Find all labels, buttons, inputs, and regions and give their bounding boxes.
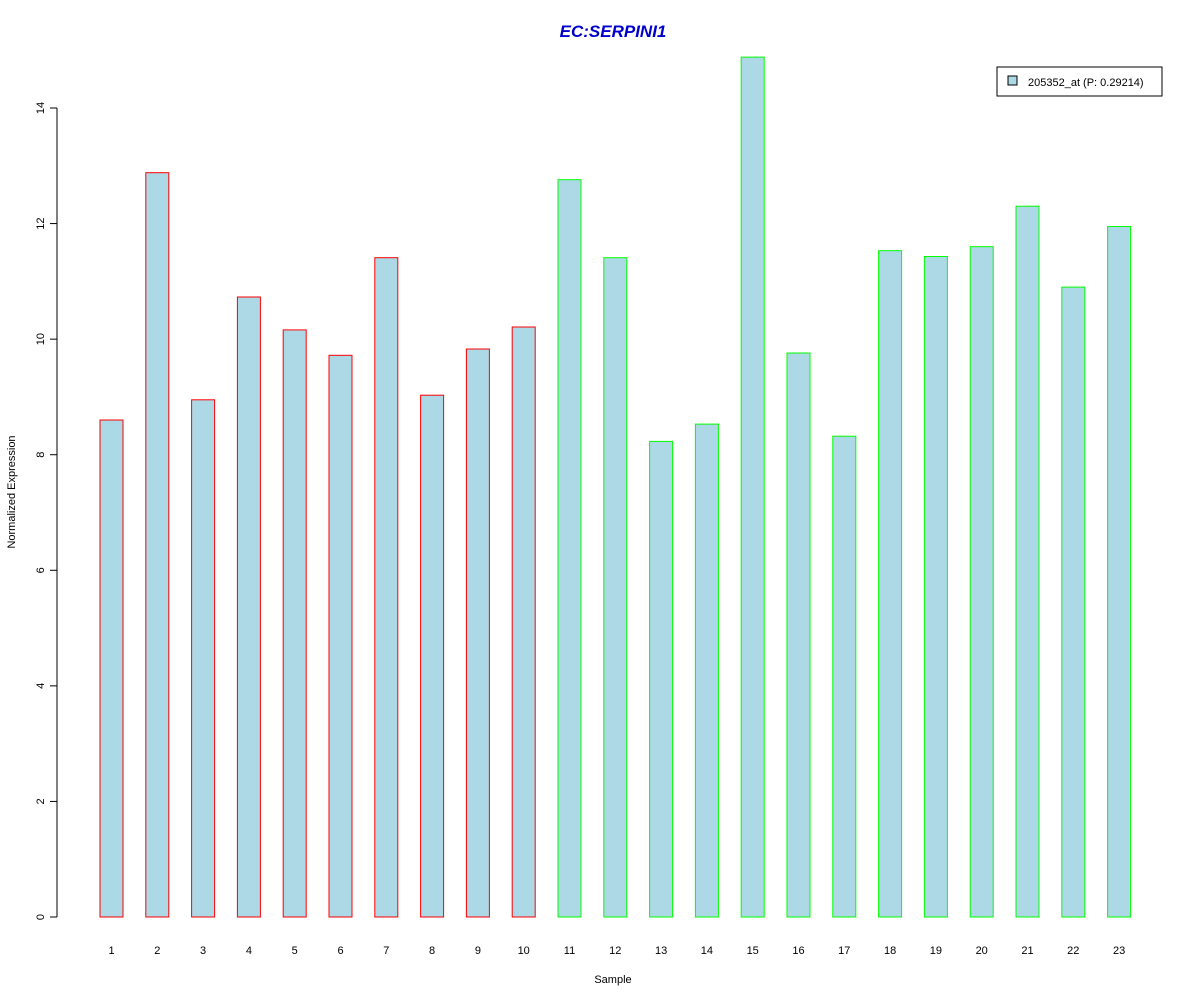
y-tick-label: 8 — [35, 452, 47, 458]
x-tick-label: 17 — [838, 945, 850, 957]
y-axis-title: Normalized Expression — [6, 435, 18, 548]
bar — [878, 250, 903, 918]
bar — [328, 354, 353, 918]
y-axis: 0 2 4 6 8 10 12 14 — [35, 102, 58, 920]
x-tick-label: 20 — [976, 945, 988, 957]
x-tick-label: 15 — [747, 945, 759, 957]
legend-box — [996, 66, 1163, 97]
x-tick-label: 13 — [655, 945, 667, 957]
bar — [694, 423, 719, 918]
x-tick-label: 5 — [292, 945, 298, 957]
bar — [374, 257, 399, 918]
bar — [1015, 205, 1040, 918]
legend-swatch — [1007, 75, 1018, 86]
x-tick-labels: 1 2 3 4 5 6 7 8 9 10 11 12 13 14 15 16 17 18 19 20 21 22 23 — [108, 945, 1125, 957]
bar — [191, 399, 216, 918]
x-tick-label: 10 — [518, 945, 530, 957]
bar — [786, 352, 811, 918]
x-tick-label: 22 — [1067, 945, 1079, 957]
y-tick-label: 10 — [35, 333, 47, 345]
chart-title: EC:SERPINI1 — [560, 22, 667, 41]
x-tick-label: 1 — [108, 945, 114, 957]
x-tick-label: 4 — [246, 945, 252, 957]
bar — [603, 257, 628, 918]
bar — [465, 348, 490, 918]
bar — [145, 172, 170, 918]
bar — [420, 394, 445, 918]
x-tick-label: 6 — [337, 945, 343, 957]
bar — [740, 56, 765, 918]
bar — [1061, 286, 1086, 918]
bars-group — [99, 56, 1132, 918]
x-tick-label: 16 — [792, 945, 804, 957]
bar — [923, 256, 948, 918]
x-tick-label: 21 — [1021, 945, 1033, 957]
x-tick-label: 2 — [154, 945, 160, 957]
x-tick-label: 14 — [701, 945, 713, 957]
y-tick-label: 2 — [35, 798, 47, 804]
bar — [649, 440, 674, 918]
bar — [282, 329, 307, 918]
y-tick-label: 14 — [35, 102, 47, 114]
bar — [969, 246, 994, 918]
bar — [1107, 226, 1132, 918]
x-axis-title: Sample — [594, 974, 631, 986]
x-tick-label: 23 — [1113, 945, 1125, 957]
x-tick-label: 12 — [609, 945, 621, 957]
x-tick-label: 18 — [884, 945, 896, 957]
x-tick-label: 19 — [930, 945, 942, 957]
x-tick-label: 7 — [383, 945, 389, 957]
legend: 205352_at (P: 0.29214) — [996, 66, 1163, 97]
bar — [236, 296, 261, 918]
y-tick-label: 6 — [35, 567, 47, 573]
x-tick-label: 9 — [475, 945, 481, 957]
bar — [557, 179, 582, 918]
x-tick-label: 11 — [564, 945, 575, 957]
y-tick-label: 4 — [35, 683, 47, 689]
y-tick-label: 12 — [35, 217, 47, 229]
bar — [511, 326, 536, 918]
bar — [832, 435, 857, 918]
x-tick-label: 8 — [429, 945, 435, 957]
legend-label: 205352_at (P: 0.29214) — [1028, 77, 1144, 89]
y-tick-label: 0 — [35, 914, 47, 920]
bar — [99, 419, 124, 918]
x-tick-label: 3 — [200, 945, 206, 957]
